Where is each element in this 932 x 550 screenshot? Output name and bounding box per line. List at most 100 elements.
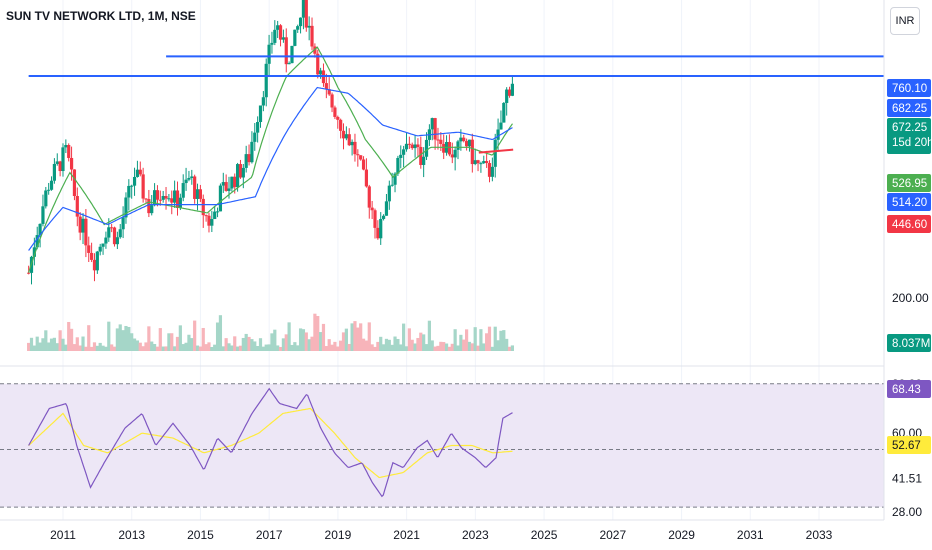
currency-button[interactable]: INR [890, 7, 920, 35]
candle-body [118, 229, 122, 238]
volume-bar [482, 343, 486, 351]
candles[interactable] [27, 0, 514, 285]
volume-bar [387, 339, 391, 351]
ema-fast-badge-text: 526.95 [892, 178, 927, 190]
volume-bar [155, 346, 160, 351]
candle-body [447, 141, 452, 155]
volume-bar [227, 343, 231, 351]
candle-body [201, 198, 205, 216]
volume-bar [170, 333, 174, 351]
time-axis-label: 2021 [393, 528, 420, 542]
rsi-axis-label: 41.51 [892, 472, 922, 486]
candle-body [152, 190, 157, 206]
volume-bar [324, 346, 328, 351]
candle-body [167, 198, 171, 200]
volume-bar [218, 315, 223, 351]
time-axis-label: 2023 [462, 528, 489, 542]
volume-bar [347, 343, 351, 351]
volume-bar [459, 334, 463, 351]
volume-bar [464, 329, 469, 351]
volume-bar [402, 323, 406, 351]
time-axis-label: 2013 [118, 528, 145, 542]
candle-body [224, 182, 228, 191]
last-price-badge [887, 118, 931, 154]
volume-bar [115, 328, 119, 351]
candle-body [350, 141, 354, 146]
candle-body [35, 235, 39, 248]
volume-bar [367, 322, 371, 351]
volume-bar [361, 338, 366, 351]
volume-bar [490, 346, 494, 351]
candle-body [41, 206, 45, 224]
volume-bar [161, 346, 165, 351]
candle-body [124, 197, 128, 218]
candle-body [502, 102, 506, 123]
volume-bar [29, 337, 34, 351]
volume-bar [450, 343, 454, 351]
volume-bar [310, 336, 314, 351]
candle-body [424, 139, 429, 157]
volume-bar [502, 330, 506, 351]
candle-body [132, 176, 137, 186]
candle-body [347, 134, 351, 146]
volume-bar [95, 345, 99, 351]
volume-bar [376, 341, 380, 351]
time-axis-label: 2025 [531, 528, 558, 542]
candle-body [353, 141, 357, 155]
volume-bar [493, 326, 497, 351]
candle-body [241, 167, 245, 178]
horizontal-levels[interactable] [28, 55, 884, 154]
candle-body [221, 182, 225, 186]
rsi-ma-line [28, 407, 513, 479]
volume-bar [141, 346, 145, 351]
time-axis-label: 2031 [737, 528, 764, 542]
candle-body [247, 154, 251, 163]
candle-body [258, 105, 263, 123]
volume-bar [47, 342, 51, 351]
candle-body [92, 259, 97, 271]
volume-bar [233, 336, 237, 351]
candle-body [344, 134, 348, 139]
candle-body [170, 198, 174, 203]
candle-body [130, 185, 134, 187]
candle-body [361, 159, 366, 170]
rsi-band [0, 383, 884, 508]
volume-bar [258, 338, 263, 351]
volume-bar [507, 346, 512, 351]
candle-body [198, 189, 202, 199]
volume-bar [359, 323, 363, 351]
candle-body [464, 141, 469, 147]
candle-body [485, 161, 489, 164]
volume-bar [384, 338, 389, 351]
candle-body [373, 210, 377, 228]
volume-bar [479, 329, 483, 351]
resistance-badge-text: 682.25 [892, 103, 927, 115]
candle-body [193, 176, 197, 199]
volume-bar [235, 346, 240, 351]
ema-slow-line [28, 86, 513, 251]
candle-body [493, 139, 497, 167]
volume-bar [118, 324, 122, 351]
rsi-badge [887, 380, 931, 398]
volume-bar [281, 338, 285, 351]
candle-body [367, 186, 371, 208]
candle-body [81, 218, 85, 233]
resistance-badge-text: 760.10 [892, 83, 927, 95]
candle-body [264, 63, 268, 98]
candle-body [204, 215, 208, 217]
volume-bar [195, 345, 200, 351]
candle-body [496, 129, 500, 140]
time-axis-label: 2011 [50, 528, 76, 542]
candle-body [456, 141, 460, 150]
volume-bar [121, 330, 125, 351]
candle-body [98, 246, 102, 252]
volume-bar [444, 343, 449, 351]
candle-body [233, 176, 237, 188]
volume-bar [341, 332, 346, 351]
volume-bar [439, 341, 443, 351]
resistance-badge [887, 99, 931, 117]
volume-bar [207, 342, 211, 351]
candle-body [95, 251, 99, 271]
candle-body [453, 149, 457, 158]
